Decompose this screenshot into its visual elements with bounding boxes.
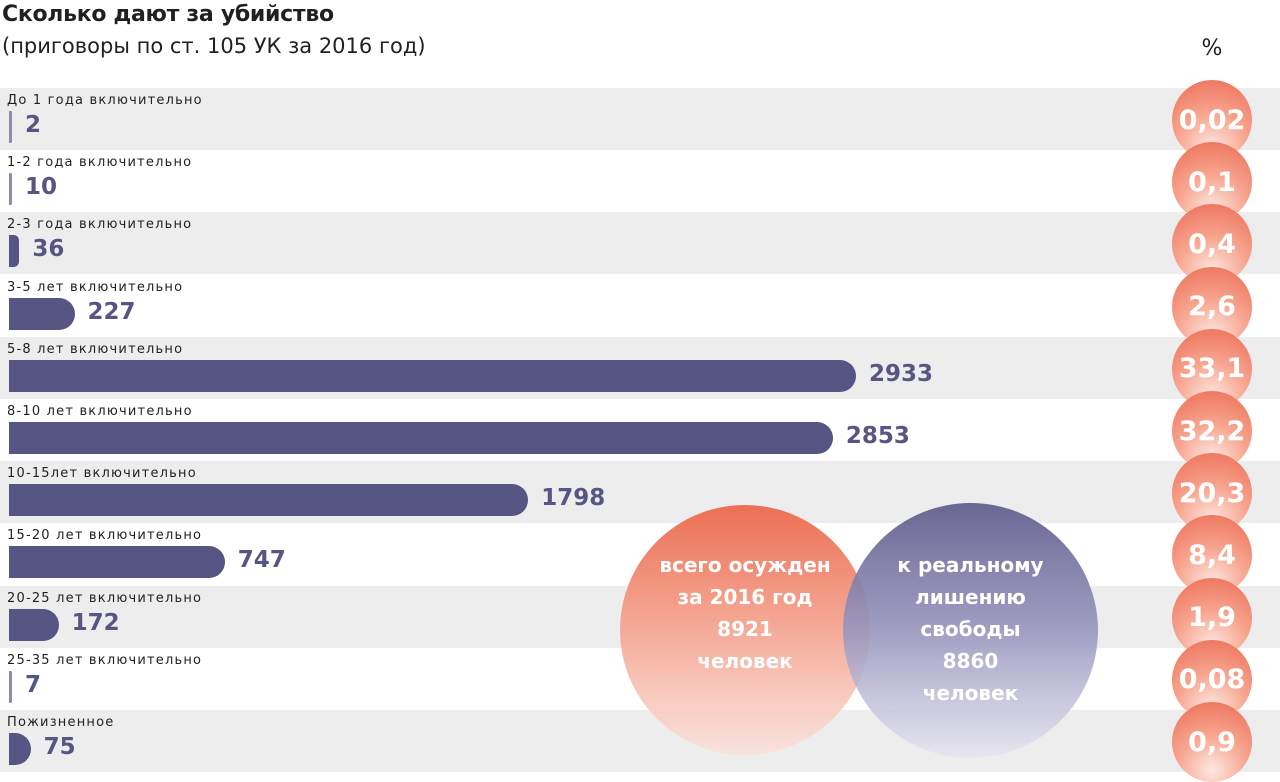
bar-value-label: 747	[237, 547, 286, 574]
chart-title: Сколько дают за убийство	[2, 2, 334, 27]
bar	[9, 546, 225, 579]
bar-value-label: 75	[43, 734, 76, 760]
total-line2: за 2016 год	[677, 585, 813, 609]
percent-circle: 20,3	[1172, 453, 1252, 534]
bar-value-label: 2853	[845, 423, 910, 449]
bar	[9, 297, 75, 330]
bar-value-label: 7	[25, 671, 42, 698]
bar-value-label: 1798	[541, 485, 606, 512]
chart-row: 15-20 лет включительно 747	[0, 523, 1280, 585]
bar	[9, 359, 856, 392]
real-line2: лишению	[915, 585, 1026, 609]
chart-row: Пожизненное 75	[0, 710, 1280, 772]
category-label: 1-2 года включительно	[7, 155, 193, 171]
category-label: 10-15лет включительно	[7, 466, 197, 482]
category-label: 15-20 лет включительно	[7, 528, 203, 544]
bar	[9, 173, 12, 206]
category-label: 2-3 года включительно	[7, 217, 193, 233]
chart-row: 10-15лет включительно 1798	[0, 461, 1280, 524]
category-label: 5-8 лет включительно	[7, 341, 184, 357]
bar-value-label: 2933	[869, 360, 934, 387]
bar-value-label: 2	[25, 112, 42, 138]
bar-value-label: 36	[32, 236, 65, 263]
percent-header: %	[1201, 36, 1223, 61]
bar-value-label: 227	[87, 298, 136, 325]
bar	[9, 733, 31, 765]
category-label: До 1 года включительно	[7, 93, 203, 108]
category-label: 8-10 лет включительно	[7, 404, 193, 419]
total-unit: человек	[697, 649, 793, 673]
bar	[9, 422, 833, 454]
category-label: 3-5 лет включительно	[7, 279, 184, 295]
bar-value-label: 10	[25, 174, 58, 201]
chart-row: 25-35 лет включительно 7	[0, 648, 1280, 710]
chart-row: 8-10 лет включительно 2853	[0, 399, 1280, 461]
total-value: 8921	[717, 617, 773, 641]
bar-value-label: 172	[71, 609, 120, 636]
chart-row: 5-8 лет включительно 2933	[0, 336, 1280, 399]
real-unit: человек	[922, 681, 1019, 705]
chart-row: До 1 года включительно 2	[0, 88, 1280, 150]
percent-circle: 8,4	[1172, 515, 1252, 596]
total-line1: всего осужден	[659, 553, 831, 577]
total-convicted-circle: всего осужден за 2016 год 8921 человек	[620, 505, 870, 755]
real-value: 8860	[942, 649, 999, 673]
chart-row: 2-3 года включительно 36	[0, 212, 1280, 275]
bar	[9, 608, 59, 641]
percent-circle: 0,9	[1172, 702, 1252, 782]
chart-row: 1-2 года включительно 10	[0, 150, 1280, 212]
chart-row: 3-5 лет включительно 227	[0, 275, 1280, 337]
category-label: 25-35 лет включительно	[7, 652, 203, 668]
real-line3: свободы	[920, 617, 1021, 641]
category-label: 20-25 лет включительно	[7, 590, 203, 606]
bar	[9, 235, 20, 268]
real-imprisonment-circle: к реальному лишению свободы 8860 человек	[843, 503, 1098, 758]
chart-subtitle: (приговоры по ст. 105 УК за 2016 год)	[2, 34, 426, 58]
bar	[9, 111, 12, 143]
real-line1: к реальному	[897, 553, 1044, 577]
percent-circle: 32,2	[1172, 391, 1252, 471]
bar	[9, 670, 12, 703]
category-label: Пожизненное	[7, 715, 115, 730]
bar	[9, 484, 529, 517]
